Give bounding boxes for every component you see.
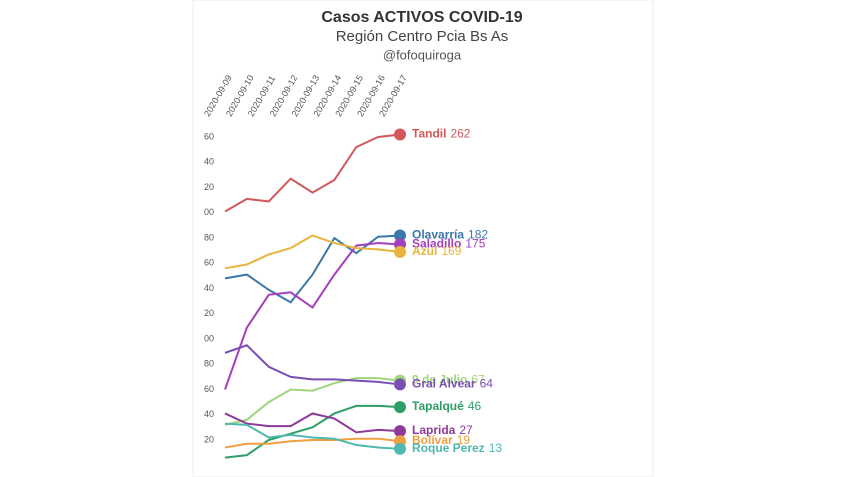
end-dot — [394, 229, 406, 242]
series-name: Saladillo — [412, 236, 461, 250]
chart-title: Casos ACTIVOS COVID-19 — [321, 9, 522, 26]
series-name: Gral Alvear — [412, 377, 476, 391]
series-value: 169 — [441, 244, 461, 258]
end-dot — [394, 442, 406, 455]
series-value: 64 — [480, 377, 494, 391]
end-dot — [394, 401, 406, 414]
series-line — [224, 344, 401, 386]
series-line — [224, 377, 401, 426]
end-label: Azul 169 — [412, 244, 462, 258]
series-value: 13 — [489, 441, 503, 455]
end-dot — [394, 128, 406, 141]
y-tick-label: 80 — [204, 232, 214, 242]
end-label: Bolívar 19 — [412, 433, 470, 447]
author: @fofoquiroga — [383, 47, 462, 62]
y-tick-label: 20 — [204, 434, 214, 444]
y-tick-label: 60 — [204, 258, 214, 268]
series-value: 175 — [465, 236, 485, 250]
y-tick-label: 00 — [204, 333, 214, 343]
series-value: 19 — [457, 433, 471, 447]
end-label: Gral Alvear 64 — [412, 377, 493, 391]
series-value: 67 — [471, 373, 485, 387]
end-label: Tapalqué 46 — [412, 399, 481, 413]
series-value: 182 — [468, 228, 488, 242]
end-label: Saladillo 175 — [412, 236, 486, 250]
y-tick-label: 80 — [204, 359, 214, 369]
y-tick-label: 40 — [204, 283, 214, 293]
series-value: 46 — [468, 399, 482, 413]
series-line — [224, 234, 401, 270]
series-name: Bolívar — [412, 433, 453, 447]
series-name: Roque Perez — [412, 441, 485, 455]
y-tick-label: 60 — [204, 384, 214, 394]
series-name: Tandil — [412, 127, 446, 141]
series-name: Laprida — [412, 423, 456, 437]
series-name: Olavarría — [412, 228, 464, 242]
y-tick-label: 40 — [204, 409, 214, 419]
series-line — [224, 412, 401, 434]
end-label: Laprida 27 — [412, 423, 473, 437]
series-line — [224, 404, 401, 459]
series-name: 9 de Julio — [412, 373, 467, 387]
series-value: 262 — [450, 127, 470, 141]
chart-subtitle: Región Centro Pcia Bs As — [336, 28, 509, 45]
end-dot — [394, 245, 406, 258]
series-name: Tapalqué — [412, 399, 464, 413]
y-tick-label: 20 — [204, 308, 214, 318]
series-line — [224, 234, 401, 304]
series-line — [224, 133, 401, 213]
series-line — [224, 437, 401, 449]
y-tick-label: 60 — [204, 131, 214, 141]
y-tick-label: 20 — [204, 182, 214, 192]
y-tick-label: 40 — [204, 157, 214, 167]
series-value: 27 — [459, 423, 473, 437]
series-name: Azul — [412, 244, 437, 258]
end-label: Olavarría 182 — [412, 228, 488, 242]
end-label: Tandil 262 — [412, 127, 471, 141]
end-dot — [394, 378, 406, 391]
end-label: 9 de Julio 67 — [412, 373, 485, 387]
end-label: Roque Perez 13 — [412, 441, 502, 455]
card — [192, 0, 654, 477]
series-line — [224, 242, 401, 390]
series-line — [224, 422, 401, 450]
end-dot — [394, 425, 406, 438]
y-tick-label: 00 — [204, 207, 214, 217]
